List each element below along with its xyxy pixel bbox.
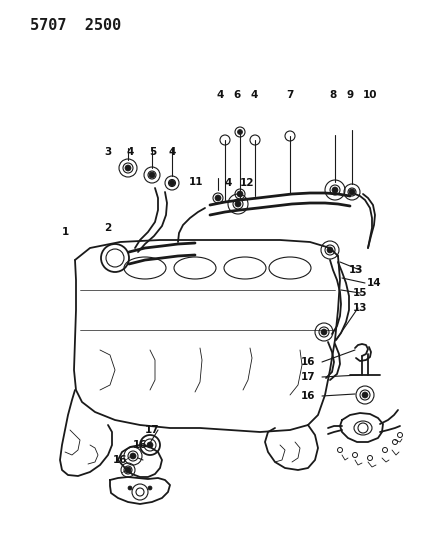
Text: 10: 10 (363, 90, 377, 100)
Circle shape (128, 486, 132, 490)
Circle shape (169, 180, 175, 186)
Circle shape (215, 195, 221, 201)
Text: 4: 4 (224, 178, 232, 188)
Text: 13: 13 (353, 303, 367, 313)
Circle shape (125, 467, 131, 473)
Circle shape (147, 442, 153, 448)
Text: 12: 12 (240, 178, 254, 188)
Text: 16: 16 (133, 440, 147, 450)
Text: 8: 8 (330, 90, 337, 100)
Text: 11: 11 (189, 177, 203, 187)
Text: 17: 17 (301, 372, 315, 382)
Text: 13: 13 (349, 265, 363, 275)
Text: 16: 16 (301, 357, 315, 367)
Circle shape (332, 187, 338, 193)
Text: 5: 5 (149, 147, 157, 157)
Text: 6: 6 (233, 90, 241, 100)
Text: 4: 4 (168, 147, 175, 157)
Text: 14: 14 (367, 278, 381, 288)
Text: 16: 16 (113, 455, 127, 465)
Text: 4: 4 (250, 90, 258, 100)
Text: 3: 3 (104, 147, 112, 157)
Circle shape (130, 453, 136, 459)
Text: 2: 2 (104, 223, 112, 233)
Circle shape (149, 172, 155, 178)
Circle shape (237, 191, 243, 197)
Text: 17: 17 (145, 425, 159, 435)
Circle shape (321, 329, 327, 335)
Text: 7: 7 (286, 90, 294, 100)
Circle shape (327, 247, 333, 253)
Circle shape (349, 189, 355, 195)
Circle shape (362, 392, 368, 398)
Text: 4: 4 (216, 90, 224, 100)
Text: 9: 9 (346, 90, 354, 100)
Circle shape (148, 486, 152, 490)
Text: 16: 16 (301, 391, 315, 401)
Text: 1: 1 (61, 227, 68, 237)
Circle shape (235, 201, 241, 207)
Circle shape (238, 130, 243, 134)
Text: 15: 15 (353, 288, 367, 298)
Text: 5707  2500: 5707 2500 (30, 18, 121, 33)
Circle shape (125, 165, 131, 171)
Text: 4: 4 (126, 147, 134, 157)
